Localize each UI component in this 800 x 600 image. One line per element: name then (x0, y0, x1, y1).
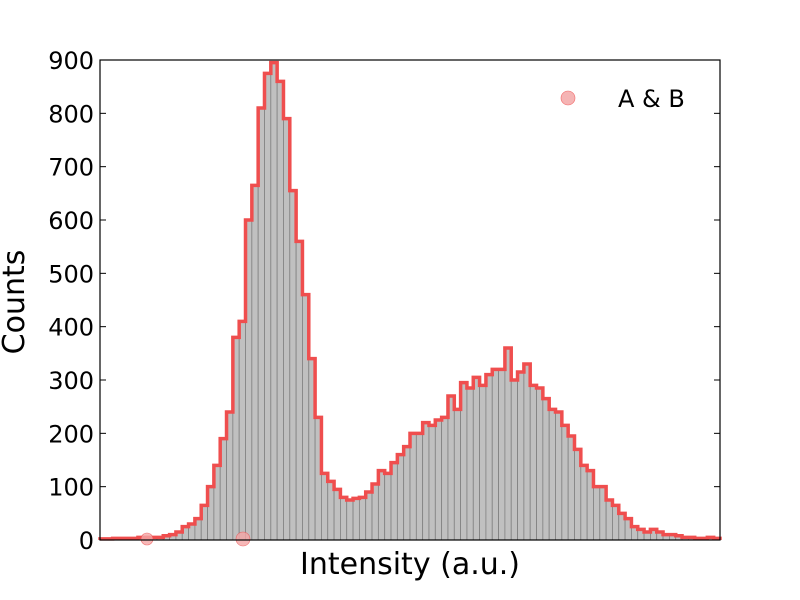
histogram-bar (396, 454, 405, 541)
histogram-bar (409, 432, 417, 541)
legend-marker (560, 90, 576, 106)
histogram-bar (491, 368, 499, 541)
histogram-bar (276, 80, 284, 541)
legend: A & B (560, 85, 685, 113)
histogram-bar (498, 368, 506, 541)
histogram-bar (523, 363, 531, 541)
histogram-outline (98, 60, 722, 541)
histogram-bar (593, 486, 601, 541)
y-axis-ticks: 0 100 200 300 400 500 600 700 800 900 (48, 47, 720, 555)
histogram-bar (466, 387, 474, 541)
y-tick-label: 300 (48, 367, 94, 395)
histogram-bar (340, 496, 348, 541)
y-tick-label: 600 (48, 207, 94, 235)
y-tick-label: 0 (79, 527, 94, 555)
y-tick-label: 200 (48, 420, 94, 448)
histogram-bar (542, 398, 550, 541)
histogram-bar (238, 320, 246, 541)
y-axis-label: Counts (0, 250, 32, 355)
histogram-bar (536, 387, 544, 541)
histogram-bar (358, 496, 367, 541)
histogram-bar (580, 464, 588, 541)
y-tick-label: 800 (48, 100, 94, 128)
histogram-bar (567, 435, 575, 541)
histogram-bar (384, 472, 392, 541)
histogram-bar (428, 424, 436, 541)
histogram-bar (555, 411, 563, 541)
histogram-bar (264, 72, 272, 541)
histogram-bar (346, 499, 354, 541)
histogram-bar (270, 62, 278, 541)
histogram-bar (472, 376, 480, 541)
histogram-bar (561, 424, 569, 541)
histogram-bar (453, 408, 462, 541)
y-tick-label: 900 (48, 47, 94, 75)
histogram-bar (321, 472, 329, 541)
histogram-bar (485, 374, 493, 541)
histogram-bar (365, 491, 373, 541)
y-tick-label: 700 (48, 154, 94, 182)
histogram-bar (251, 184, 259, 541)
histogram-bar (422, 422, 430, 541)
x-axis-label: Intensity (a.u.) (300, 547, 520, 582)
histogram-bar (352, 497, 360, 541)
histogram-bar (403, 446, 411, 541)
zero-marker (140, 532, 154, 546)
histogram-bar (415, 432, 424, 541)
histogram-bar (441, 416, 449, 541)
y-tick-label: 500 (48, 260, 94, 288)
y-tick-label: 400 (48, 314, 94, 342)
histogram-bar (434, 419, 443, 541)
legend-label: A & B (618, 85, 685, 113)
zero-marker (235, 531, 251, 547)
plot-frame (99, 59, 721, 541)
histogram-bar (517, 371, 525, 541)
histogram-bar (510, 379, 518, 541)
histogram-bar (548, 408, 556, 541)
histogram-bar (479, 384, 487, 541)
histogram-bar (529, 384, 537, 541)
y-tick-label: 100 (48, 474, 94, 502)
